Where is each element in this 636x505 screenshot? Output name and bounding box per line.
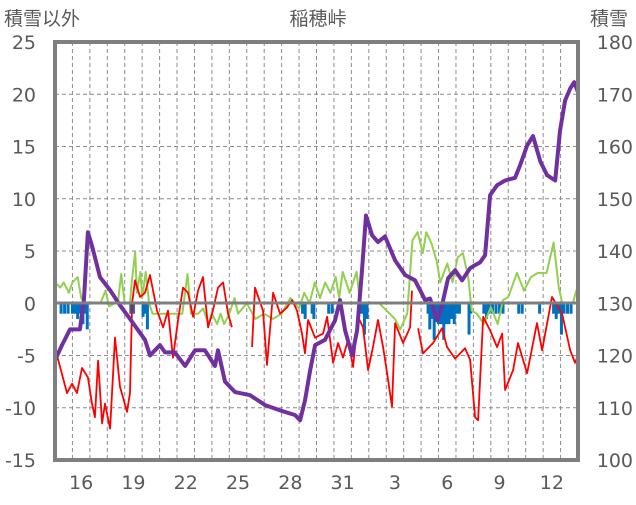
- x-tick-label: 3: [389, 472, 401, 494]
- x-tick-label: 22: [174, 472, 198, 494]
- precip-bar: [303, 303, 307, 319]
- precip-bar: [501, 303, 505, 314]
- y-tick-label-left: -15: [5, 450, 36, 472]
- y-tick-label-left: 10: [12, 189, 36, 211]
- left-axis-ticks: 25 20 15 10 5 0 -5 -10 -15: [5, 32, 36, 472]
- precip-bar: [432, 303, 436, 340]
- series-lines: [53, 80, 580, 430]
- precip-bar: [426, 303, 430, 314]
- precip-bar: [327, 303, 331, 314]
- precip-bar: [450, 303, 454, 319]
- x-tick-label: 25: [226, 472, 250, 494]
- x-tick-label: 9: [494, 472, 506, 494]
- y-tick-label-left: -10: [5, 398, 36, 420]
- precip-bar: [59, 303, 63, 314]
- precip-bar: [554, 303, 558, 319]
- precip-bar: [562, 303, 566, 314]
- y-tick-label-right: 160: [597, 137, 633, 159]
- precip-bar: [457, 303, 461, 314]
- green-series-line: [54, 231, 579, 331]
- right-axis-label: 積雪: [590, 8, 628, 30]
- chart-title: 稲穂峠: [289, 8, 346, 30]
- x-tick-label: 12: [540, 472, 564, 494]
- x-tick-label: 6: [441, 472, 453, 494]
- gridlines: [55, 42, 578, 460]
- y-tick-label-left: 5: [24, 241, 36, 263]
- left-axis-label: 積雪以外: [4, 8, 80, 30]
- plot-border: [53, 40, 580, 462]
- y-tick-label-right: 180: [597, 32, 633, 54]
- precip-bar: [78, 303, 82, 314]
- y-tick-label-left: -5: [17, 346, 36, 368]
- precip-bar: [63, 303, 67, 314]
- x-tick-label: 31: [331, 472, 355, 494]
- precip-bar: [362, 303, 366, 335]
- precip-bar: [491, 303, 495, 314]
- precip-bar: [520, 303, 524, 314]
- precip-bar: [467, 303, 471, 335]
- y-tick-label-right: 120: [597, 346, 633, 368]
- precip-bar: [141, 303, 145, 317]
- precip-bar: [552, 303, 556, 314]
- precip-bar: [131, 303, 135, 314]
- x-tick-label: 28: [278, 472, 302, 494]
- x-tick-label: 19: [121, 472, 145, 494]
- y-tick-label-right: 170: [597, 84, 633, 106]
- precip-bar: [145, 303, 149, 330]
- precip-bar: [76, 303, 80, 319]
- precip-bar: [498, 303, 502, 314]
- precip-bar: [365, 303, 369, 319]
- y-tick-label-right: 140: [597, 241, 633, 263]
- precip-bar: [447, 303, 451, 325]
- precip-bar: [312, 303, 316, 319]
- precip-bar: [482, 303, 486, 314]
- precip-bar: [538, 303, 542, 314]
- precip-bar: [484, 303, 488, 319]
- y-tick-label-left: 20: [12, 84, 36, 106]
- y-tick-label-left: 25: [12, 32, 36, 54]
- precip-bar: [517, 303, 521, 314]
- precip-bar: [330, 303, 334, 314]
- precip-bar: [143, 303, 147, 314]
- precip-bar: [70, 303, 74, 314]
- precip-bar: [428, 303, 432, 330]
- y-tick-label-right: 100: [597, 450, 633, 472]
- precip-bar: [66, 303, 70, 314]
- precip-bar: [566, 303, 570, 314]
- precip-bar: [569, 303, 573, 314]
- precip-bar: [455, 303, 459, 314]
- precip-bar: [452, 303, 456, 325]
- y-tick-label-left: 0: [24, 293, 36, 315]
- precip-bar: [84, 303, 88, 314]
- precip-bar: [559, 303, 563, 335]
- y-tick-label-right: 130: [597, 293, 633, 315]
- blue-bars: [59, 303, 573, 340]
- y-tick-label-left: 15: [12, 137, 36, 159]
- precip-bar: [360, 303, 364, 314]
- precip-bar: [129, 303, 133, 314]
- precip-bar: [73, 303, 77, 314]
- x-tick-label: 16: [69, 472, 93, 494]
- precip-bar: [442, 303, 446, 340]
- y-tick-label-right: 110: [597, 398, 633, 420]
- x-axis-ticks: 16 19 22 25 28 31 3 6 9 12: [69, 472, 564, 494]
- precip-bar: [85, 303, 89, 330]
- red-series-line: [54, 274, 579, 430]
- precip-bar: [310, 303, 314, 314]
- snow-depth-line: [53, 80, 580, 423]
- precip-bar: [444, 303, 448, 325]
- precip-bar: [487, 303, 491, 314]
- right-axis-ticks: 180 170 160 150 140 130 120 110 100: [597, 32, 633, 472]
- precip-bar: [494, 303, 498, 314]
- precip-bar: [430, 303, 434, 319]
- y-tick-label-right: 150: [597, 189, 633, 211]
- precip-bar: [301, 303, 305, 314]
